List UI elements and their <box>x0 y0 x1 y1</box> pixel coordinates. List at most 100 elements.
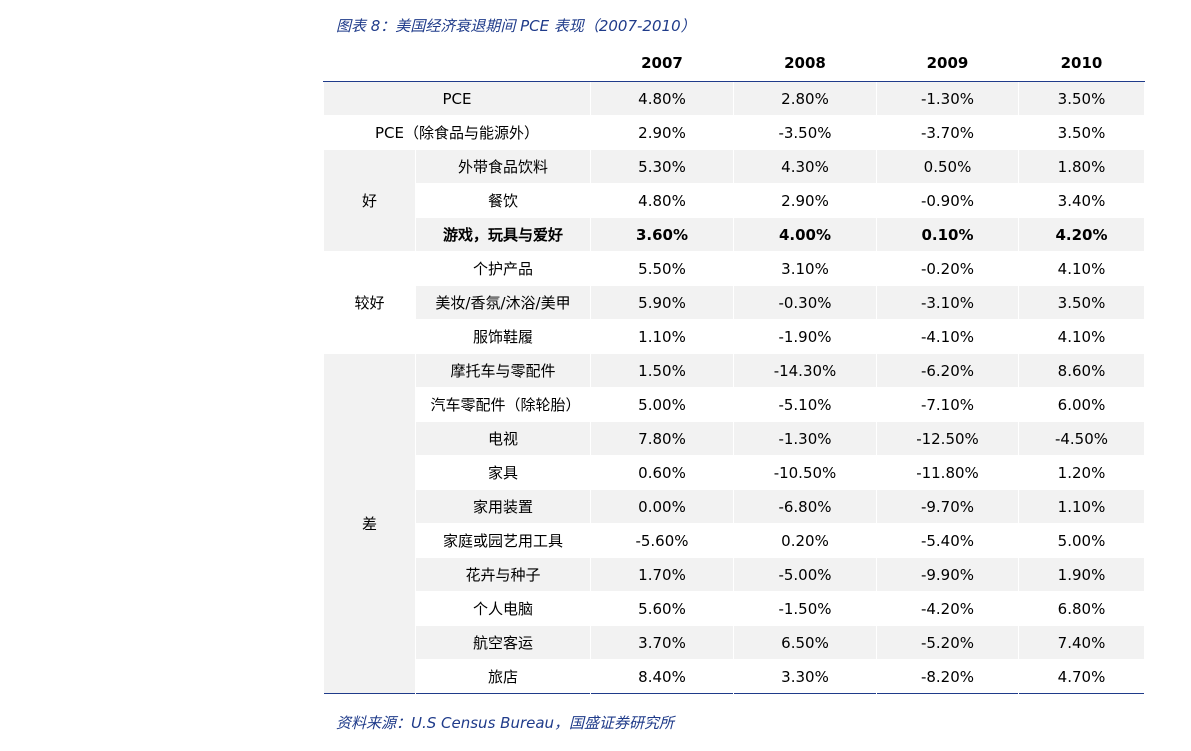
row-label-cell: 家庭或园艺用工具 <box>415 523 591 558</box>
row-label: 家庭或园艺用工具 <box>442 531 563 550</box>
row-label-cell: 花卉与种子 <box>415 557 591 592</box>
value-cell: 3.50% <box>1018 81 1145 116</box>
value-cell: 3.50% <box>1018 115 1145 150</box>
value-cell: 4.00% <box>733 217 877 252</box>
group-label: 差 <box>323 353 416 694</box>
row-label: 家用装置 <box>472 497 533 516</box>
summary-row: PCE 4.80% 2.80% -1.30% 3.50% <box>323 81 1145 116</box>
value-cell: -4.10% <box>876 319 1019 354</box>
value-cell: 4.20% <box>1018 217 1145 252</box>
value-cell: -1.30% <box>876 81 1019 116</box>
row-label: 家具 <box>487 463 518 482</box>
value-cell: -8.20% <box>876 659 1019 694</box>
value-cell: -3.10% <box>876 285 1019 320</box>
value-cell: 5.60% <box>590 591 734 626</box>
value-cell: -9.90% <box>876 557 1019 592</box>
title: 图表 8：美国经济衰退期间 PCE 表现（2007-2010） <box>336 17 696 35</box>
row-label-cell: 美妆/香氛/沐浴/美甲 <box>415 285 591 320</box>
value-cell: 0.00% <box>590 489 734 524</box>
row-label-cell: 家具 <box>415 455 591 490</box>
value-cell: 7.80% <box>590 421 734 456</box>
value-cell: 3.70% <box>590 625 734 660</box>
group-label: 较好 <box>323 251 416 354</box>
value-cell: 4.80% <box>590 81 734 116</box>
value-cell: 6.50% <box>733 625 877 660</box>
data-row: 服饰鞋履 1.10% -1.90% -4.10% 4.10% <box>324 319 1145 354</box>
row-label-cell: 汽车零配件（除轮胎） <box>415 387 591 422</box>
row-label-cell: 餐饮 <box>415 183 591 218</box>
value-cell: 3.30% <box>733 659 877 694</box>
pce-table: 2007 2008 2009 2010 PCE 4.80% 2.80% -1.30% 3.50… <box>323 44 1145 694</box>
row-label: PCE <box>323 81 591 116</box>
value-cell: -7.10% <box>876 387 1019 422</box>
column-header: 2010 <box>1018 44 1145 82</box>
row-label: PCE（除食品与能源外） <box>323 115 591 150</box>
row-label: 服饰鞋履 <box>472 327 533 346</box>
row-label-cell: 外带食品饮料 <box>415 149 591 184</box>
row-label-cell: 旅店 <box>415 659 591 694</box>
value-cell: -12.50% <box>876 421 1019 456</box>
data-row: 旅店 8.40% 3.30% -8.20% 4.70% <box>324 659 1145 694</box>
data-row: 较好 个护产品 5.50% 3.10% -0.20% 4.10% <box>323 251 1145 354</box>
value-cell: 6.00% <box>1018 387 1145 422</box>
row-label-cell: 家用装置 <box>415 489 591 524</box>
row-label: 游戏，玩具与爱好 <box>442 225 563 244</box>
value-cell: -6.20% <box>876 353 1019 388</box>
column-header: 2007 <box>590 44 734 82</box>
value-cell: 2.90% <box>733 183 877 218</box>
value-cell: 0.20% <box>733 523 877 558</box>
value-cell: 7.40% <box>1018 625 1145 660</box>
value-cell: -0.20% <box>876 251 1019 286</box>
data-row: 美妆/香氛/沐浴/美甲 5.90% -0.30% -3.10% 3.50% <box>324 285 1145 320</box>
value-cell: 5.90% <box>590 285 734 320</box>
data-row: 航空客运 3.70% 6.50% -5.20% 7.40% <box>324 625 1145 660</box>
value-cell: 3.50% <box>1018 285 1145 320</box>
value-cell: 3.10% <box>733 251 877 286</box>
value-cell: -1.30% <box>733 421 877 456</box>
value-cell: 5.50% <box>590 251 734 286</box>
value-cell: 8.60% <box>1018 353 1145 388</box>
value-cell: -4.50% <box>1018 421 1145 456</box>
data-row: 餐饮 4.80% 2.90% -0.90% 3.40% <box>324 183 1145 218</box>
row-label: 电视 <box>487 429 518 448</box>
data-row: 好 外带食品饮料 5.30% 4.30% 0.50% 1.80% <box>323 149 1145 252</box>
row-label: 汽车零配件（除轮胎） <box>430 395 581 414</box>
data-row: 花卉与种子 1.70% -5.00% -9.90% 1.90% <box>324 557 1145 592</box>
value-cell: -4.20% <box>876 591 1019 626</box>
value-cell: 4.10% <box>1018 251 1145 286</box>
row-label-cell: 摩托车与零配件 <box>415 353 591 388</box>
value-cell: -5.40% <box>876 523 1019 558</box>
row-label-cell: 个护产品 <box>415 251 591 286</box>
summary-row: PCE（除食品与能源外） 2.90% -3.50% -3.70% 3.50% <box>323 115 1145 150</box>
data-row: 电视 7.80% -1.30% -12.50% -4.50% <box>324 421 1145 456</box>
row-label-cell: 个人电脑 <box>415 591 591 626</box>
value-cell: -5.00% <box>733 557 877 592</box>
value-cell: -3.70% <box>876 115 1019 150</box>
value-cell: 4.10% <box>1018 319 1145 354</box>
column-header: 2009 <box>876 44 1019 82</box>
row-label: 外带食品饮料 <box>457 157 548 176</box>
value-cell: 2.90% <box>590 115 734 150</box>
value-cell: 4.80% <box>590 183 734 218</box>
row-label: 个护产品 <box>472 259 533 278</box>
row-label: 花卉与种子 <box>465 565 541 584</box>
value-cell: -3.50% <box>733 115 877 150</box>
group-label: 好 <box>323 149 416 252</box>
value-cell: -10.50% <box>733 455 877 490</box>
value-cell: 8.40% <box>590 659 734 694</box>
source: 资料来源：U.S Census Bureau，国盛证券研究所 <box>336 714 675 732</box>
value-cell: 1.80% <box>1018 149 1145 184</box>
data-row: 家用装置 0.00% -6.80% -9.70% 1.10% <box>324 489 1145 524</box>
value-cell: -1.50% <box>733 591 877 626</box>
value-cell: 1.10% <box>590 319 734 354</box>
value-cell: 0.50% <box>876 149 1019 184</box>
value-cell: 5.00% <box>1018 523 1145 558</box>
value-cell: -9.70% <box>876 489 1019 524</box>
row-label: 美妆/香氛/沐浴/美甲 <box>435 293 571 312</box>
row-label: 摩托车与零配件 <box>450 361 556 380</box>
value-cell: 4.30% <box>733 149 877 184</box>
value-cell: -1.90% <box>733 319 877 354</box>
row-label-cell: 游戏，玩具与爱好 <box>415 217 591 252</box>
value-cell: 0.10% <box>876 217 1019 252</box>
value-cell: 1.50% <box>590 353 734 388</box>
